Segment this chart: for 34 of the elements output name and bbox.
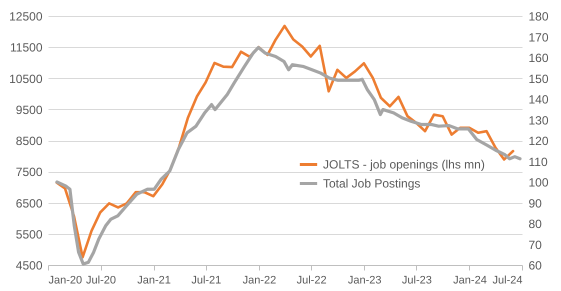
y-tick-label: 12500 [9,10,43,24]
x-tick-label: Jul-21 [191,274,222,286]
x-tick-label: Jul-20 [86,274,116,286]
y2-tick-label: 80 [528,217,542,231]
y2-tick-label: 170 [528,30,549,44]
x-tick-label: Jan-21 [137,274,171,286]
legend-label: Total Job Postings [323,176,420,190]
x-tick-label: Jan-24 [453,274,487,286]
y2-tick-label: 180 [528,10,549,24]
x-tick-label: Jan-20 [48,274,82,286]
y-tick-label: 11500 [10,40,43,55]
y2-tick-label: 160 [528,51,549,65]
y-tick-label: 7500 [16,165,43,180]
y-tick-label: 5500 [16,227,43,242]
y2-tick-label: 150 [528,72,549,86]
x-tick-label: Jul-24 [492,274,522,286]
y2-tick-label: 120 [528,134,549,148]
x-tick-label: Jul-23 [402,274,432,286]
y2-tick-label: 130 [528,113,549,128]
y2-tick-label: 90 [528,196,542,210]
y-tick-label: 6500 [16,196,43,210]
legend-label: JOLTS - job openings (lhs mn) [323,158,485,172]
y2-tick-label: 140 [528,92,549,106]
y-tick-label: 8500 [16,134,43,148]
y2-tick-label: 70 [528,238,542,252]
x-tick-label: Jan-22 [242,274,276,286]
y2-tick-label: 60 [528,258,542,272]
y-tick-label: 4500 [16,258,43,272]
y-tick-label: 10500 [9,72,43,86]
y-tick-label: 9500 [16,102,43,117]
x-tick-label: Jul-22 [296,274,327,286]
x-tick-label: Jan-23 [348,274,382,286]
y2-tick-label: 110 [528,154,548,169]
y2-tick-label: 100 [528,176,549,190]
